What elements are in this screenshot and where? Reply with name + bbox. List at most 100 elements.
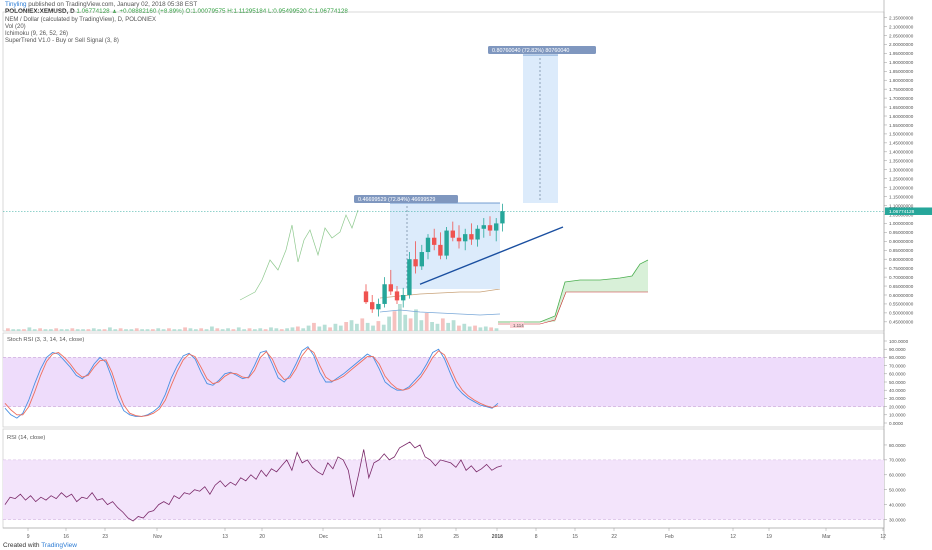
supertrend-marker-bg [510,322,524,328]
tenkan-sen-line [379,309,501,316]
candle-body [363,291,369,303]
volume-bar [59,329,64,331]
price-tick-label: 0.50000000 [889,311,914,316]
price-tick-label: 0.55000000 [889,302,914,307]
price-tick-label: 0.45000000 [889,320,914,325]
measure-label-small: 0.46699529 (72.84%) 46699529 [358,197,435,203]
price-tick-label: 0.95000000 [889,230,914,235]
ichimoku-cloud [498,260,648,322]
time-tick-label: 12 [880,534,886,540]
volume-bar [322,324,327,331]
candle-body [444,230,449,256]
ohlc-values: 1.06774128 ▲ +0.08882160 (+8.89%) O:1.00… [76,8,348,15]
candle-body [407,259,412,295]
price-tick-label: 1.00000000 [889,221,914,226]
price-tick-label: 0.65000000 [889,284,914,289]
stoch-tick-label: 100.0000 [889,339,909,344]
tradingview-brand[interactable]: TradingView [41,542,77,549]
candle-body [487,225,493,231]
volume-bar [48,329,53,331]
time-tick-label: 11 [377,534,382,540]
volume-bar [355,323,359,331]
volume-bar [269,327,273,331]
volume-bar [97,329,102,331]
volume-bar [81,329,85,331]
price-tick-label: 2.00000000 [889,42,914,47]
rsi-tick-label: 50.0000 [889,488,906,493]
time-tick-label: Dec [319,534,328,540]
stoch-tick-label: 70.0000 [889,363,906,368]
volume-bar [435,323,440,331]
indicator-label-main[interactable]: NEM / Dollar (calculated by TradingView)… [5,17,156,23]
volume-bar [204,329,209,331]
publish-info: Tinyling published on TradingView.com, J… [5,1,197,8]
candle-body [481,225,486,229]
volume-bar [338,325,343,331]
stoch-tick-label: 90.0000 [889,347,906,352]
volume-bar [403,314,408,331]
indicator-label-volume[interactable]: Vol (20) [5,24,26,30]
volume-bar [253,329,257,331]
volume-bar [124,329,128,331]
measure-label-bg-large [488,46,596,54]
time-tick-label: 15 [572,534,578,540]
volume-bar [312,322,316,331]
stoch-tick-label: 10.0000 [889,413,906,418]
volume-bar [27,327,32,331]
volume-bar [161,329,166,331]
price-tick-label: 2.05000000 [889,33,914,38]
price-tick-label: 0.70000000 [889,275,914,280]
indicator-label-ichimoku[interactable]: Ichimoku (9, 26, 52, 26) [5,31,69,37]
stoch-tick-label: 0.0000 [889,421,903,426]
time-tick-label: 2018 [492,534,503,540]
price-tick-label: 1.15000000 [889,194,914,199]
time-tick-label: 22 [611,534,617,540]
symbol-ohlc-line: POLONIEX:XEMUSD, D 1.06774128 ▲ +0.08882… [5,8,348,15]
volume-bar [215,328,220,331]
volume-bar [11,329,16,331]
volume-bar [16,329,21,331]
stoch-k-line [4,346,499,419]
volume-bar [295,326,300,331]
rsi-tick-label: 80.0000 [889,443,906,448]
candle-body [463,234,468,242]
stoch-tick-label: 20.0000 [889,404,906,409]
price-tick-label: 1.95000000 [889,51,914,56]
price-tick-label: 1.30000000 [889,168,914,173]
indicator-label-supertrend[interactable]: SuperTrend V1.0 - Buy or Sell Signal (3,… [5,38,119,44]
candle-body [432,237,437,245]
volume-bar [365,322,370,331]
volume-bar [258,328,263,331]
candle-body [382,284,387,304]
price-tick-label: 0.85000000 [889,248,914,253]
volume-bar [414,309,418,331]
price-tick-label: 1.45000000 [889,141,914,146]
volume-bar [86,329,91,331]
time-tick-label: 8 [535,534,538,540]
measure-label-large: 0.80760040 (72.82%) 80760040 [492,48,569,54]
volume-bar [483,326,488,331]
volume-bar [134,328,139,331]
volume-bar [430,322,434,331]
volume-bar [183,327,187,331]
volume-bar [494,328,499,331]
volume-bar [38,328,42,331]
last-price-label: 1.06774128 [889,209,915,215]
volume-bar [489,327,494,331]
volume-bar [290,327,295,331]
volume-bar [242,329,247,331]
candle-body [500,211,505,224]
price-tick-label: 1.35000000 [889,159,914,164]
volume-bar [381,324,386,331]
rsi-band [3,459,884,520]
volume-bar [462,323,467,331]
candle-body [425,237,431,253]
rsi-panel-title: RSI (14, close) [7,435,45,441]
volume-bar [376,321,381,331]
price-tick-label: 1.55000000 [889,123,914,128]
volume-bar [22,329,26,331]
price-tick-label: 1.75000000 [889,87,914,92]
time-tick-label: Nov [153,534,162,540]
publisher-name[interactable]: Tinyling [5,1,27,8]
